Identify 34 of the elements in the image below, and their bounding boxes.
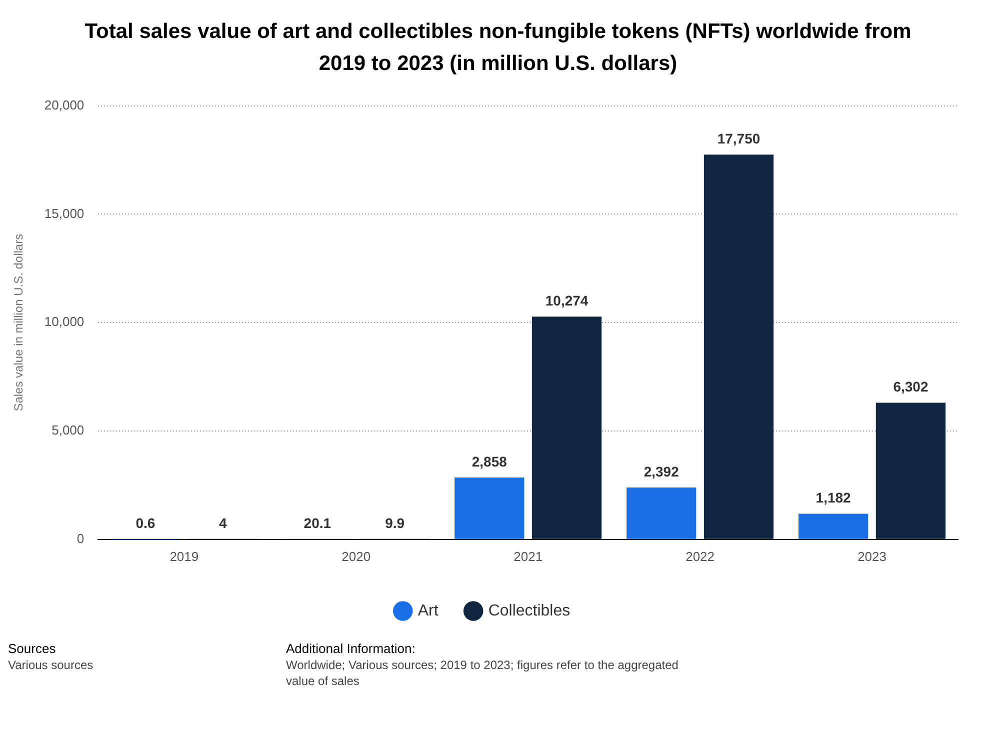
legend-label: Art (418, 602, 439, 620)
text: Additional Information: (286, 641, 416, 657)
data-label: 10,274 (545, 292, 588, 309)
bar (454, 477, 524, 539)
text: Various sources (8, 657, 94, 673)
data-label: 17,750 (717, 130, 760, 146)
y-tick-label: 15,000 (44, 206, 84, 221)
data-label: 0.6 (136, 515, 156, 532)
legend-label: Collectibles (488, 602, 570, 620)
data-label: 6,302 (893, 378, 928, 395)
bar (532, 316, 602, 539)
data-label: 2,392 (644, 463, 680, 480)
text: Worldwide; Various sources; 2019 to 2023; figures refer to the aggregated value of sales (286, 657, 680, 689)
data-label: 4 (218, 515, 227, 532)
x-tick-label: 2023 (858, 548, 886, 564)
x-tick-label: 2022 (686, 548, 715, 564)
x-tick-label: 2021 (514, 548, 543, 564)
y-tick-label: 0 (76, 530, 84, 546)
y-axis-title: Sales value in million U.S. dollars (12, 234, 26, 412)
bar (626, 488, 696, 539)
bar (704, 154, 774, 539)
data-label: 20.1 (304, 514, 332, 531)
y-tick-label: 10,000 (44, 314, 84, 330)
bar (798, 514, 868, 539)
x-tick-label: 2019 (170, 548, 199, 564)
data-label: 2,858 (472, 453, 508, 470)
bar (876, 402, 946, 539)
data-label: 1,182 (816, 490, 852, 506)
x-tick-label: 2020 (342, 548, 371, 564)
data-label: 9.9 (385, 515, 405, 532)
text: Sources (8, 641, 57, 657)
chart-title: Total sales value of art and collectibles non-fungible tokens (NFTs) worldwide from 2019 to 2023 (in million U.S. dollars) (84, 19, 912, 77)
y-tick-label: 20,000 (44, 97, 84, 112)
y-tick-label: 5,000 (52, 422, 84, 438)
